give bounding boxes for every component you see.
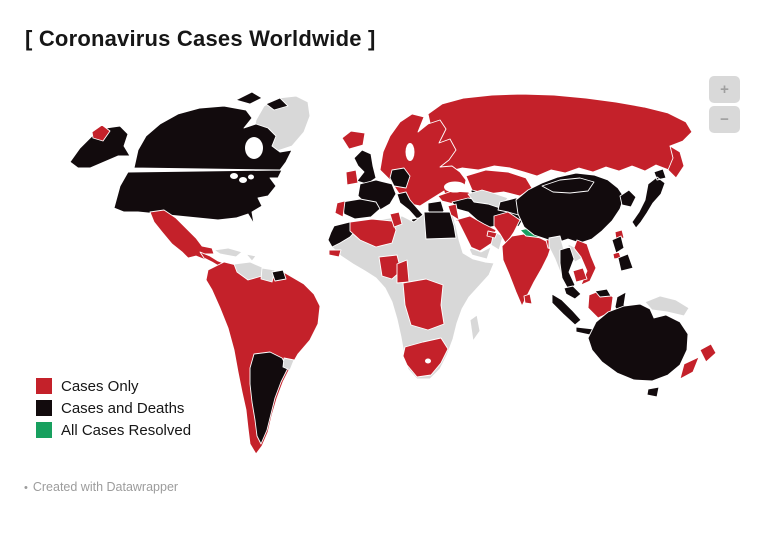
legend-label-cases-only: Cases Only bbox=[61, 377, 139, 395]
country-spain[interactable] bbox=[341, 198, 381, 220]
country-ireland[interactable] bbox=[345, 169, 359, 186]
country-madagascar[interactable] bbox=[469, 314, 481, 342]
legend-swatch-all-cases-resolved bbox=[36, 422, 52, 438]
region-philippines-north[interactable] bbox=[611, 235, 625, 254]
country-malaysia[interactable] bbox=[563, 285, 582, 300]
region-alaska[interactable] bbox=[69, 125, 131, 169]
region-guyanas[interactable] bbox=[260, 267, 276, 283]
hudson-bay bbox=[245, 137, 263, 159]
region-philippines-south[interactable] bbox=[617, 253, 634, 272]
country-sri-lanka[interactable] bbox=[523, 293, 533, 305]
legend-label-all-cases-resolved: All Cases Resolved bbox=[61, 421, 192, 439]
region-bering-islands[interactable] bbox=[91, 124, 111, 142]
legend-label-cases-and-deaths: Cases and Deaths bbox=[61, 399, 185, 417]
zoom-in-button[interactable]: + bbox=[709, 76, 740, 103]
page-title: [ Coronavirus Cases Worldwide ] bbox=[25, 26, 376, 51]
country-yemen[interactable] bbox=[467, 246, 492, 260]
region-new-zealand-south[interactable] bbox=[679, 356, 700, 380]
legend-swatch-cases-only bbox=[36, 378, 52, 394]
country-thailand[interactable] bbox=[559, 246, 576, 292]
baltic-sea bbox=[405, 143, 415, 161]
map-zoom-controls: + − bbox=[709, 76, 740, 136]
attribution-text: Created with Datawrapper bbox=[32, 480, 179, 494]
country-iceland[interactable] bbox=[341, 130, 366, 150]
red-sea bbox=[454, 220, 472, 251]
country-dr-congo[interactable] bbox=[402, 278, 445, 331]
zoom-out-button[interactable]: − bbox=[709, 106, 740, 133]
attribution: • Created with Datawrapper bbox=[24, 480, 178, 494]
legend-item-cases-and-deaths: Cases and Deaths bbox=[36, 397, 191, 419]
lesotho-hole bbox=[425, 358, 431, 364]
country-south-africa[interactable] bbox=[402, 337, 449, 378]
country-australia[interactable] bbox=[587, 303, 689, 382]
country-cambodia[interactable] bbox=[572, 267, 588, 283]
country-china[interactable] bbox=[515, 172, 625, 244]
country-japan[interactable] bbox=[631, 168, 667, 229]
black-sea bbox=[444, 181, 466, 193]
country-cameroon[interactable] bbox=[396, 259, 410, 284]
country-vietnam[interactable] bbox=[573, 239, 597, 286]
country-uruguay[interactable] bbox=[282, 357, 295, 371]
great-lake-1 bbox=[230, 173, 238, 179]
region-sumatra[interactable] bbox=[551, 293, 582, 326]
country-mongolia[interactable] bbox=[541, 177, 595, 194]
region-hispaniola[interactable] bbox=[245, 253, 257, 262]
country-algeria[interactable] bbox=[349, 218, 397, 248]
country-arctic-islands[interactable] bbox=[235, 91, 289, 111]
country-senegal[interactable] bbox=[328, 249, 342, 258]
region-new-guinea[interactable] bbox=[644, 295, 690, 317]
country-germany[interactable] bbox=[389, 167, 411, 189]
legend-swatch-cases-and-deaths bbox=[36, 400, 52, 416]
country-cuba[interactable] bbox=[213, 247, 243, 258]
country-egypt[interactable] bbox=[423, 211, 457, 240]
legend-item-all-cases-resolved: All Cases Resolved bbox=[36, 419, 191, 441]
region-tasmania[interactable] bbox=[646, 386, 660, 398]
region-malaysian-borneo[interactable] bbox=[594, 288, 612, 298]
country-korea[interactable] bbox=[619, 189, 637, 208]
region-kamchatka[interactable] bbox=[667, 145, 685, 179]
region-new-zealand-north[interactable] bbox=[699, 343, 717, 363]
attribution-bullet: • bbox=[24, 482, 28, 494]
country-tunisia[interactable] bbox=[389, 211, 403, 228]
country-usa[interactable] bbox=[113, 169, 283, 225]
country-portugal[interactable] bbox=[334, 200, 346, 218]
country-nigeria[interactable] bbox=[378, 254, 402, 280]
legend-item-cases-only: Cases Only bbox=[36, 375, 191, 397]
region-french-guiana[interactable] bbox=[271, 269, 287, 282]
country-uae[interactable] bbox=[486, 230, 498, 239]
great-lake-3 bbox=[248, 174, 254, 180]
legend: Cases Only Cases and Deaths All Cases Re… bbox=[36, 375, 191, 441]
country-russia[interactable] bbox=[425, 93, 693, 177]
country-taiwan[interactable] bbox=[614, 229, 625, 240]
great-lake-2 bbox=[239, 177, 247, 183]
